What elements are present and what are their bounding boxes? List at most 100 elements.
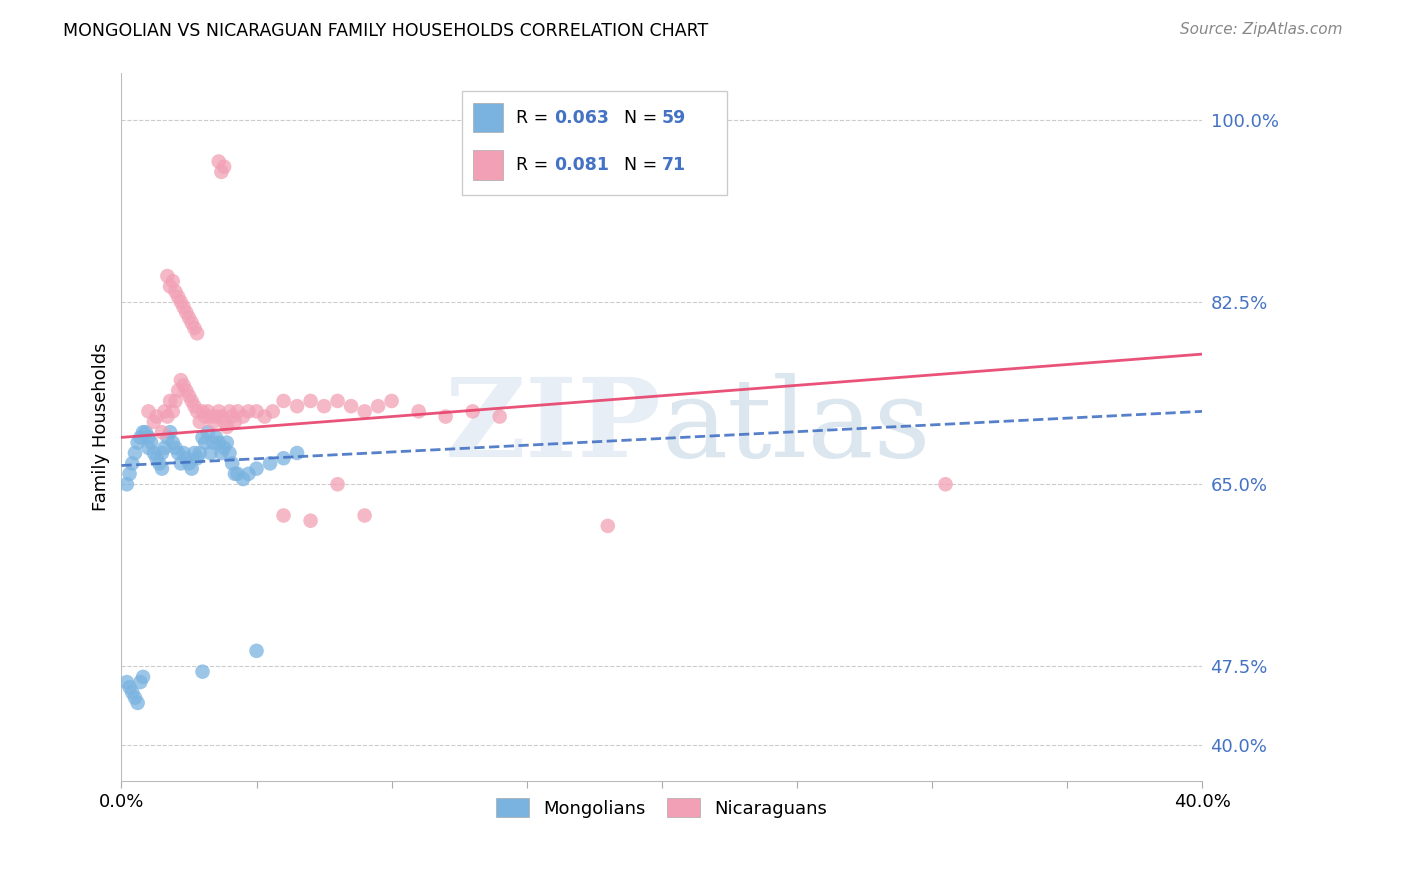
Point — [197, 425, 219, 440]
Point — [118, 681, 141, 695]
Point — [148, 457, 170, 471]
Point — [188, 415, 211, 429]
Text: atlas: atlas — [662, 374, 931, 481]
Point — [124, 690, 146, 705]
Point — [202, 415, 225, 429]
Point — [150, 446, 173, 460]
Point — [121, 685, 143, 699]
Point — [167, 290, 190, 304]
Point — [208, 404, 231, 418]
FancyBboxPatch shape — [463, 91, 727, 195]
Point — [132, 425, 155, 440]
Point — [183, 446, 205, 460]
Point — [150, 425, 173, 440]
Point — [285, 399, 308, 413]
Point — [461, 404, 484, 418]
Point — [312, 399, 335, 413]
Point — [200, 409, 222, 424]
Point — [115, 477, 138, 491]
Point — [174, 305, 197, 319]
Point — [221, 457, 243, 471]
Point — [208, 435, 231, 450]
Point — [224, 415, 246, 429]
Point — [273, 508, 295, 523]
Point — [127, 435, 149, 450]
Bar — [472, 103, 503, 132]
Point — [262, 404, 284, 418]
Point — [142, 446, 165, 460]
Point — [162, 435, 184, 450]
Point — [434, 409, 457, 424]
Point — [186, 404, 208, 418]
Point — [129, 675, 152, 690]
Point — [212, 441, 235, 455]
Point — [177, 310, 200, 325]
Text: 71: 71 — [662, 156, 686, 174]
Text: N =: N = — [624, 156, 662, 174]
Point — [408, 404, 430, 418]
Point — [183, 399, 205, 413]
Point — [221, 409, 243, 424]
Point — [381, 394, 404, 409]
Point — [118, 467, 141, 481]
Point — [162, 274, 184, 288]
Point — [353, 404, 375, 418]
Bar — [472, 150, 503, 180]
Point — [194, 435, 217, 450]
Point — [156, 268, 179, 283]
Point — [186, 451, 208, 466]
Y-axis label: Family Households: Family Households — [93, 343, 110, 511]
Point — [138, 404, 160, 418]
Point — [135, 425, 157, 440]
Point — [177, 457, 200, 471]
Point — [238, 467, 260, 481]
Point — [180, 394, 202, 409]
Point — [183, 321, 205, 335]
Point — [159, 425, 181, 440]
Point — [173, 446, 195, 460]
Point — [200, 446, 222, 460]
Point — [177, 389, 200, 403]
Point — [121, 457, 143, 471]
Point — [124, 446, 146, 460]
Point — [226, 467, 249, 481]
Point — [353, 508, 375, 523]
Point — [115, 675, 138, 690]
Point — [299, 394, 322, 409]
Point — [167, 384, 190, 398]
Point — [141, 435, 163, 450]
Point — [165, 394, 187, 409]
Text: ZIP: ZIP — [446, 374, 662, 481]
Point — [488, 409, 510, 424]
Point — [138, 441, 160, 455]
Point — [153, 441, 176, 455]
Point — [245, 461, 267, 475]
Point — [245, 404, 267, 418]
Point — [173, 378, 195, 392]
Point — [245, 644, 267, 658]
Point — [173, 300, 195, 314]
Point — [218, 404, 240, 418]
Text: R =: R = — [516, 156, 554, 174]
Point — [209, 165, 232, 179]
Point — [188, 446, 211, 460]
Point — [259, 457, 281, 471]
Point — [232, 472, 254, 486]
Point — [170, 457, 193, 471]
Point — [167, 446, 190, 460]
Point — [127, 696, 149, 710]
Point — [205, 430, 228, 444]
Point — [145, 451, 167, 466]
Point — [159, 394, 181, 409]
Point — [273, 451, 295, 466]
Point — [205, 409, 228, 424]
Point — [156, 409, 179, 424]
Point — [162, 404, 184, 418]
Point — [224, 467, 246, 481]
Point — [253, 409, 276, 424]
Point — [212, 415, 235, 429]
Point — [191, 665, 214, 679]
Point — [238, 404, 260, 418]
Point — [285, 446, 308, 460]
Point — [129, 430, 152, 444]
